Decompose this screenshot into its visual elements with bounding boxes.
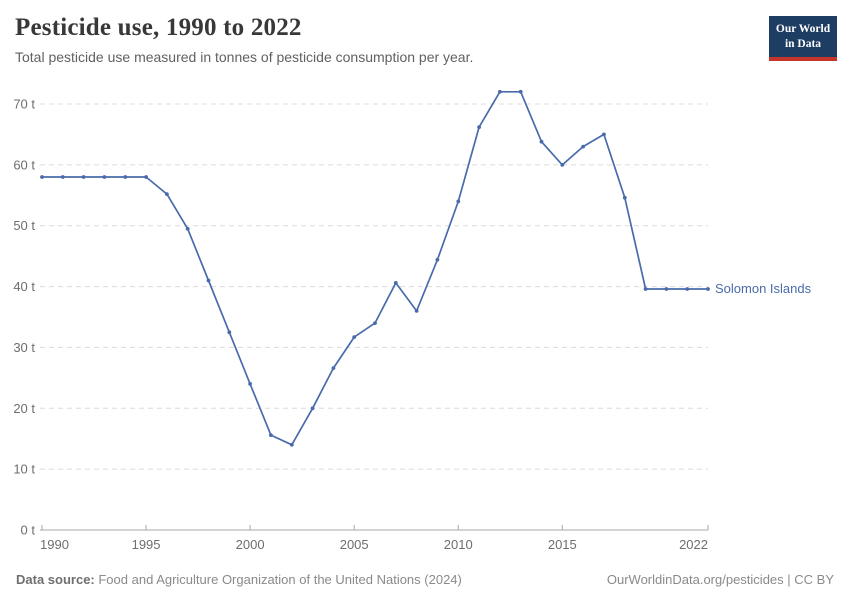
data-point[interactable]	[643, 287, 648, 291]
data-line[interactable]	[41, 90, 709, 446]
y-axis-tick-label: 50 t	[13, 218, 35, 233]
data-point[interactable]	[227, 330, 232, 335]
x-axis-tick-label: 2022	[679, 537, 708, 552]
data-point[interactable]	[581, 144, 585, 149]
x-axis-tick-label: 2015	[548, 537, 577, 552]
owid-logo-line2: in Data	[784, 37, 822, 50]
data-point[interactable]	[539, 139, 544, 144]
x-axis-tick-label: 1995	[132, 537, 161, 552]
x-axis-tick-label: 2000	[236, 537, 265, 552]
data-point[interactable]	[165, 192, 169, 196]
entity-label[interactable]: Solomon Islands	[715, 281, 812, 296]
chart-area[interactable]: 0 t 10 t 20 t 30 t 40 t 50 t 60 t 70 t 1990 1995 2…	[0, 75, 850, 555]
data-point[interactable]	[331, 366, 336, 370]
x-axis-tick-label: 2005	[340, 537, 369, 552]
owid-logo-line1: Our World	[775, 23, 831, 35]
data-point[interactable]	[664, 287, 669, 291]
data-point[interactable]	[102, 175, 107, 179]
data-point[interactable]	[248, 382, 253, 386]
y-axis-tick-label: 30 t	[13, 340, 35, 355]
data-point[interactable]	[81, 175, 86, 179]
data-point[interactable]	[269, 433, 273, 437]
chart-footer: Data source: Food and Agriculture Organi…	[16, 572, 834, 587]
x-axis-tick-label: 1990	[40, 537, 69, 552]
data-point[interactable]	[622, 195, 627, 200]
data-point[interactable]	[477, 125, 481, 129]
data-point[interactable]	[40, 175, 44, 179]
data-point[interactable]	[60, 175, 65, 179]
y-axis-tick-label: 20 t	[13, 401, 35, 416]
data-point[interactable]	[435, 257, 440, 262]
attribution[interactable]: OurWorldinData.org/pesticides | CC BY	[606, 572, 834, 587]
data-source-text: Food and Agriculture Organization of the…	[94, 572, 462, 587]
data-point[interactable]	[289, 442, 294, 447]
data-point[interactable]	[456, 199, 461, 204]
chart-header: Pesticide use, 1990 to 2022 Total pestic…	[15, 14, 755, 65]
data-point[interactable]	[373, 321, 377, 325]
data-point[interactable]	[185, 226, 190, 231]
data-point[interactable]	[393, 281, 398, 285]
y-axis-tick-label: 70 t	[13, 97, 35, 112]
data-point[interactable]	[414, 309, 419, 313]
page-title: Pesticide use, 1990 to 2022	[15, 14, 302, 41]
y-axis-tick-label: 40 t	[13, 279, 35, 294]
data-point[interactable]	[310, 406, 315, 411]
data-point[interactable]	[518, 89, 523, 94]
data-point[interactable]	[560, 163, 565, 167]
data-point[interactable]	[685, 287, 690, 291]
data-point[interactable]	[206, 278, 211, 283]
data-point[interactable]	[123, 175, 128, 179]
data-point[interactable]	[144, 175, 149, 179]
data-point[interactable]	[352, 335, 357, 339]
x-axis-tick-label: 2010	[444, 537, 473, 552]
data-source: Data source: Food and Agriculture Organi…	[16, 572, 462, 587]
data-source-label: Data source:	[16, 572, 95, 587]
y-axis-tick-label: 60 t	[13, 157, 35, 172]
y-axis-tick-label: 10 t	[13, 462, 35, 477]
data-point[interactable]	[706, 287, 710, 291]
data-point[interactable]	[498, 89, 502, 94]
data-point[interactable]	[602, 132, 606, 137]
chart-subtitle: Total pesticide use measured in tonnes o…	[15, 49, 474, 65]
line-chart[interactable]: 0 t 10 t 20 t 30 t 40 t 50 t 60 t 70 t 1990 1995 2…	[0, 75, 850, 555]
owid-logo[interactable]: Our World in Data	[769, 16, 837, 61]
y-axis-tick-label: 0 t	[21, 523, 36, 538]
